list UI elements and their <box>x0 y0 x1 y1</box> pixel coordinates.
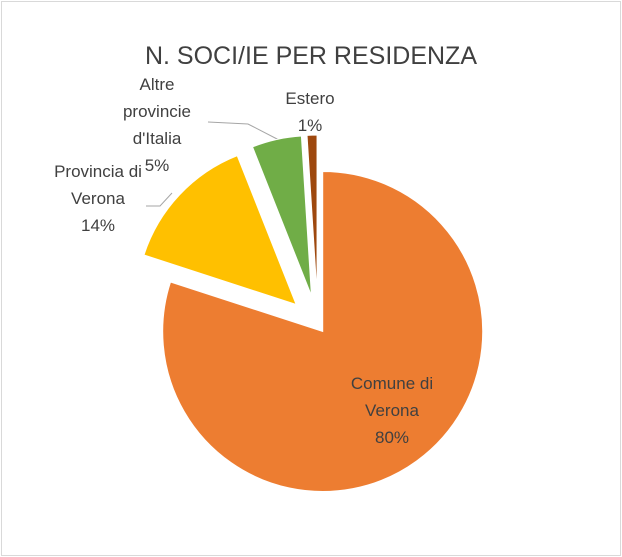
category-label: Altre provincie d'Italia <box>122 75 192 148</box>
data-label: Altre provincie d'Italia 5% <box>112 71 202 179</box>
pie-slice <box>306 134 318 296</box>
pie-slice <box>162 170 484 492</box>
data-label: Comune di Verona 80% <box>342 370 442 451</box>
data-label: Estero 1% <box>275 85 345 139</box>
value-label: 1% <box>297 116 323 135</box>
value-label: 80% <box>374 428 410 447</box>
pie-slice <box>251 135 312 296</box>
category-label: Estero <box>285 89 335 108</box>
category-label: Comune di Verona <box>350 374 434 420</box>
leader-line <box>146 192 173 207</box>
value-label: 5% <box>144 156 170 175</box>
pie-slice <box>143 155 297 306</box>
leader-line <box>207 121 280 141</box>
category-label: Provincia di Verona <box>54 162 142 208</box>
data-label: Provincia di Verona 14% <box>50 158 146 239</box>
value-label: 14% <box>80 216 116 235</box>
chart-title: N. SOCI/IE PER RESIDENZA <box>144 42 477 70</box>
